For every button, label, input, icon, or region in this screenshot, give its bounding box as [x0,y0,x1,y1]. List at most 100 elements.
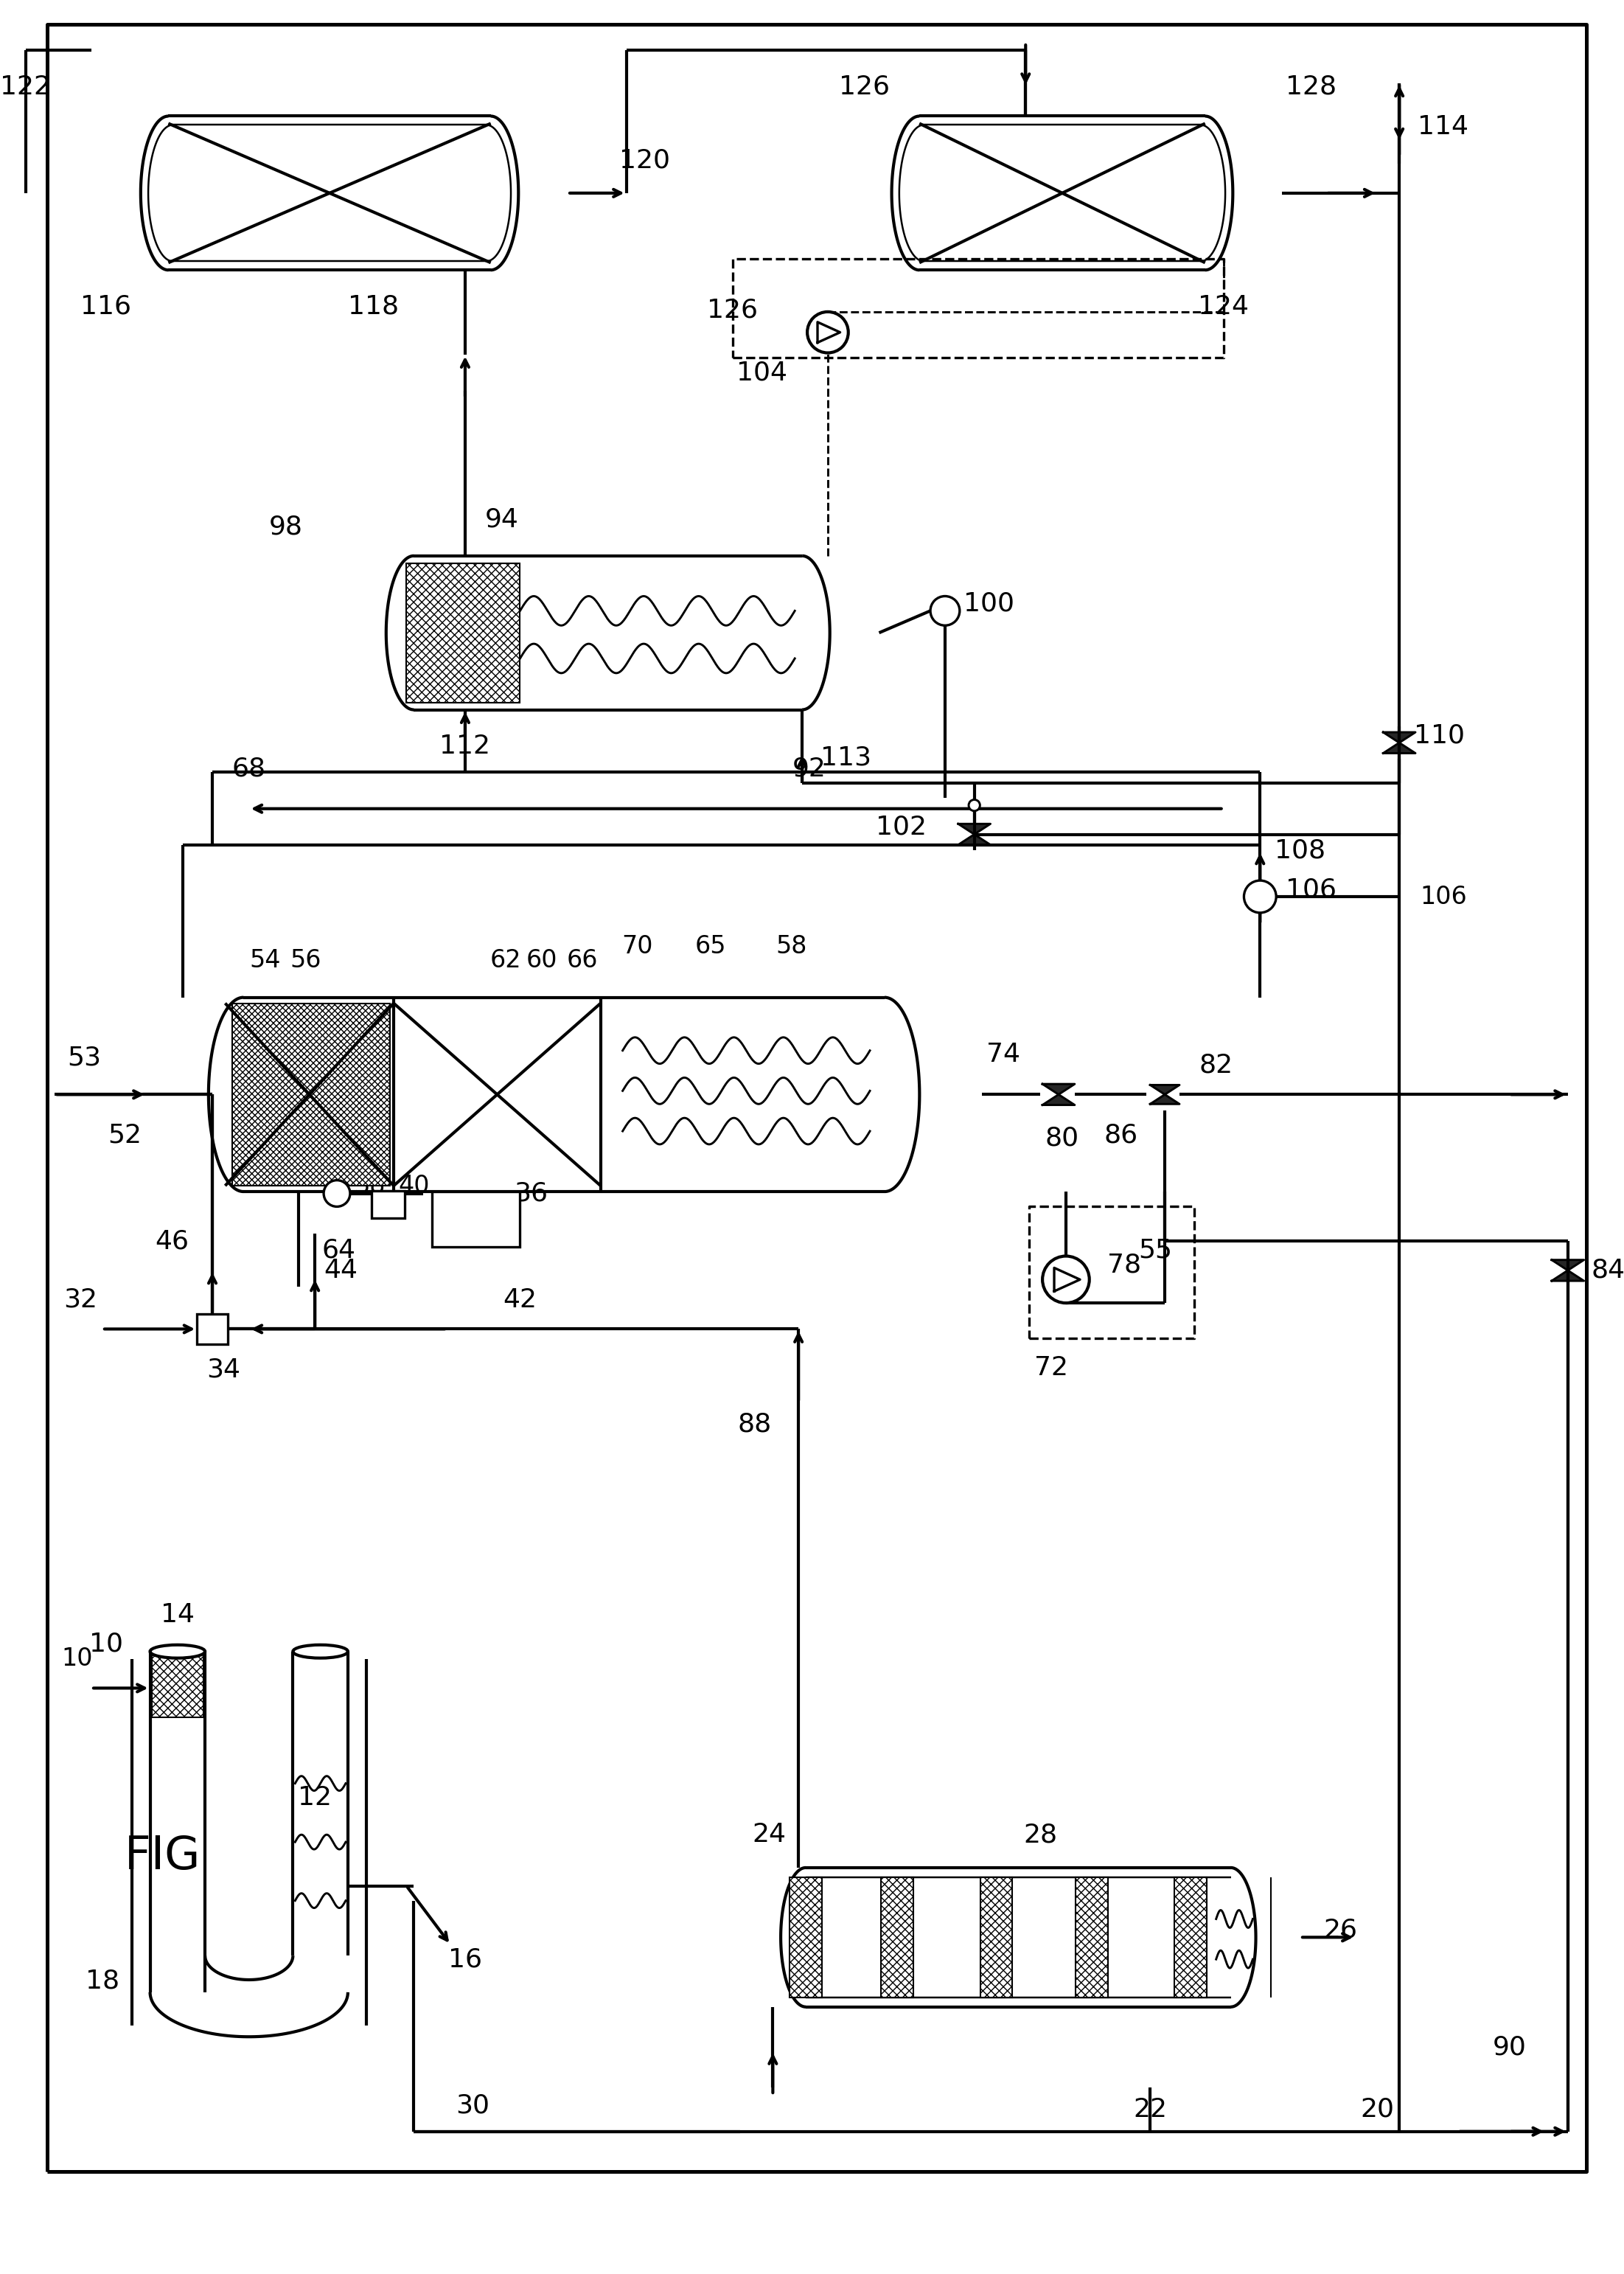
Bar [244,998,885,1192]
Text: 116: 116 [81,293,132,318]
Text: 128: 128 [1286,75,1337,100]
Text: 30: 30 [455,2094,489,2119]
Polygon shape [1384,744,1416,753]
Bar [789,1876,822,1997]
Text: 72: 72 [1034,1355,1069,1380]
Text: 74: 74 [987,1041,1020,1067]
Text: 52: 52 [107,1123,141,1148]
Ellipse shape [1177,116,1233,271]
Text: 68: 68 [232,755,266,780]
Text: 10: 10 [89,1633,123,1658]
Bar [151,1651,203,1717]
Ellipse shape [892,116,947,271]
Circle shape [968,800,979,812]
Bar [919,116,1205,271]
Polygon shape [1551,1260,1583,1271]
Circle shape [323,1180,351,1207]
Bar [169,116,490,271]
Circle shape [1244,880,1276,912]
Bar [232,1003,390,1185]
Bar [205,1651,292,1956]
Bar [1075,1876,1108,1997]
Text: 34: 34 [206,1358,240,1383]
Text: 92: 92 [793,755,827,780]
Text: 120: 120 [619,148,671,173]
Bar [406,564,520,703]
Bar [432,1192,520,1246]
Ellipse shape [208,998,278,1192]
Circle shape [931,596,960,625]
Text: 42: 42 [503,1287,538,1312]
Bar [197,1314,227,1344]
Text: 88: 88 [737,1412,771,1437]
Text: 46: 46 [154,1228,188,1253]
Text: 12: 12 [297,1785,331,1810]
Bar [414,555,802,709]
Ellipse shape [781,1867,831,2008]
Ellipse shape [292,1644,348,1658]
Text: 106: 106 [1419,885,1466,910]
Circle shape [807,312,848,352]
Text: 112: 112 [440,735,490,760]
Text: 124: 124 [1199,293,1249,318]
Ellipse shape [387,555,442,709]
Text: 38: 38 [354,1173,385,1198]
Ellipse shape [849,998,919,1192]
Text: 70: 70 [622,935,653,957]
Text: 65: 65 [695,935,726,957]
Text: 114: 114 [1418,114,1468,139]
Polygon shape [1043,1085,1075,1094]
Text: 20: 20 [1361,2097,1395,2122]
Text: 113: 113 [820,746,872,771]
Text: 66: 66 [567,948,598,973]
Text: 60: 60 [526,948,557,973]
Text: 102: 102 [875,814,926,839]
Text: 80: 80 [1046,1126,1080,1151]
Text: 110: 110 [1415,723,1465,748]
Text: 32: 32 [63,1287,97,1312]
Text: 24: 24 [752,1821,786,1846]
Text: 104: 104 [736,359,788,384]
Circle shape [1043,1255,1090,1303]
Text: 28: 28 [1023,1821,1057,1846]
Text: FIG. 1: FIG. 1 [125,1835,258,1878]
Text: 54: 54 [250,948,281,973]
Text: 94: 94 [486,507,518,532]
Ellipse shape [1205,1867,1255,2008]
Polygon shape [958,823,991,835]
Text: 18: 18 [86,1969,120,1994]
Polygon shape [1384,732,1416,744]
Text: 10: 10 [62,1646,93,1671]
Bar [1174,1876,1207,1997]
Polygon shape [1551,1271,1583,1280]
Bar [372,1192,404,1219]
Text: 86: 86 [1104,1123,1138,1148]
Text: 90: 90 [1492,2035,1527,2060]
Text: 98: 98 [268,514,302,539]
Text: 126: 126 [706,298,758,323]
Ellipse shape [463,116,518,271]
Text: 118: 118 [348,293,400,318]
Text: 126: 126 [840,75,890,100]
Ellipse shape [775,555,830,709]
Polygon shape [1150,1085,1179,1094]
Ellipse shape [149,1644,205,1658]
Text: 36: 36 [515,1180,547,1205]
Text: 108: 108 [1275,839,1325,864]
Ellipse shape [141,116,197,271]
Text: 40: 40 [398,1173,429,1198]
Polygon shape [1043,1094,1075,1105]
Text: 26: 26 [1324,1917,1358,1942]
Text: 53: 53 [67,1046,101,1071]
Text: 22: 22 [1134,2097,1168,2122]
Polygon shape [958,835,991,846]
Text: 84: 84 [1592,1258,1624,1283]
Text: 122: 122 [0,75,50,100]
Text: 55: 55 [1138,1237,1173,1262]
Text: 14: 14 [161,1603,195,1628]
Bar [981,1876,1012,1997]
Bar [806,1867,1231,2008]
Text: 16: 16 [448,1947,482,1972]
Text: 100: 100 [963,591,1015,616]
Text: 56: 56 [291,948,322,973]
